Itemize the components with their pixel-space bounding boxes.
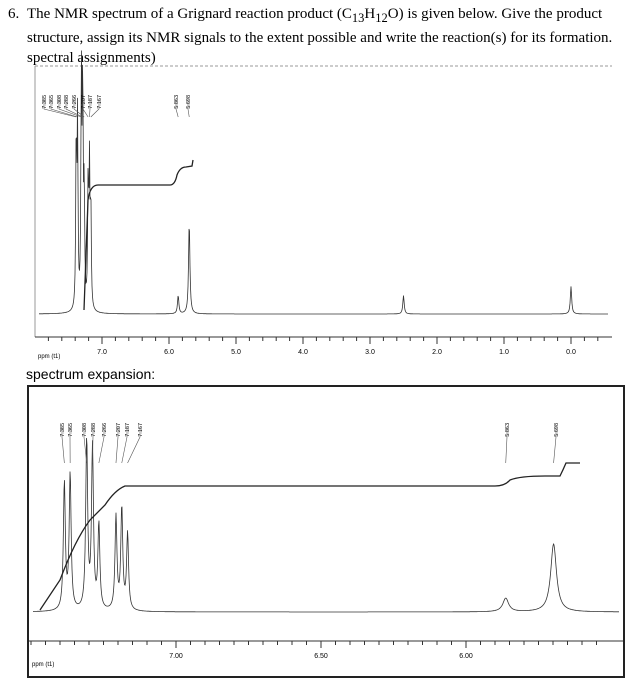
peak-marker [65,99,83,118]
spectrum-trace [33,437,619,613]
peak-marker [121,427,128,464]
question-text-before: The NMR spectrum of a Grignard reaction … [27,6,352,22]
formula-subscript-c: 13 [351,11,365,25]
x-tick-label: 7.00 [169,653,183,660]
peak-label: 7.167 [138,423,144,437]
peak-marker [90,99,100,118]
peak-label: 5.863 [505,423,511,437]
peak-label: 7.288 [64,95,70,109]
peak-label: 7.207 [81,95,87,109]
peak-marker [58,99,82,118]
peak-marker [43,99,77,118]
formula-h: H [364,6,376,22]
peak-label: 7.266 [72,95,78,109]
peak-marker [175,99,179,118]
x-tick-label: 4.0 [298,349,308,356]
peak-marker [61,427,65,464]
x-tick-label: 7.0 [97,349,107,356]
question-text: 6. The NMR spectrum of a Grignard reacti… [8,4,623,68]
peak-marker [50,99,78,118]
question-text-after: O) is given below. Give the product stru… [27,6,613,66]
question-number: 6. [8,6,20,22]
peak-label: 7.266 [102,423,108,437]
x-tick-label: 2.0 [432,349,442,356]
x-tick-label: 5.0 [231,349,241,356]
x-tick-label: 1.0 [499,349,509,356]
peak-marker [505,427,508,464]
peak-label: 7.167 [97,95,103,109]
peak-label: 5.698 [554,423,560,437]
peak-label: 7.288 [91,423,97,437]
peak-label: 7.385 [42,95,48,109]
expansion-label: spectrum expansion: [26,366,156,382]
peak-label: 7.308 [82,423,88,437]
x-tick-label: 6.50 [314,653,328,660]
x-axis-label: ppm (t1) [32,662,54,668]
peak-label: 5.863 [174,95,180,109]
x-tick-label: 0.0 [566,349,576,356]
peak-marker [73,99,85,118]
peak-label: 7.207 [116,423,122,437]
peak-marker [83,427,87,464]
peak-marker [115,427,119,464]
peak-marker [127,427,141,464]
peak-marker [82,99,89,118]
integral-curve [83,159,194,311]
spectrum-frame [27,385,625,678]
peak-label: 7.365 [49,95,55,109]
peak-label: 7.187 [125,423,131,437]
peak-marker [553,427,557,464]
spectrum-trace [39,50,608,315]
peak-label: 7.385 [60,423,66,437]
peak-label: 7.308 [57,95,63,109]
x-axis-label: ppm (t1) [38,354,60,360]
peak-label: 5.698 [186,95,192,109]
peak-marker [89,99,91,118]
peak-label: 7.187 [88,95,94,109]
x-tick-label: 6.00 [459,653,473,660]
peak-marker [98,427,105,464]
peak-label: 7.365 [68,423,74,437]
peak-marker [187,99,190,118]
x-tick-label: 3.0 [365,349,375,356]
x-tick-label: 6.0 [164,349,174,356]
formula-subscript-h: 12 [375,11,388,25]
integral-curve [39,462,580,611]
peak-marker [92,427,94,464]
